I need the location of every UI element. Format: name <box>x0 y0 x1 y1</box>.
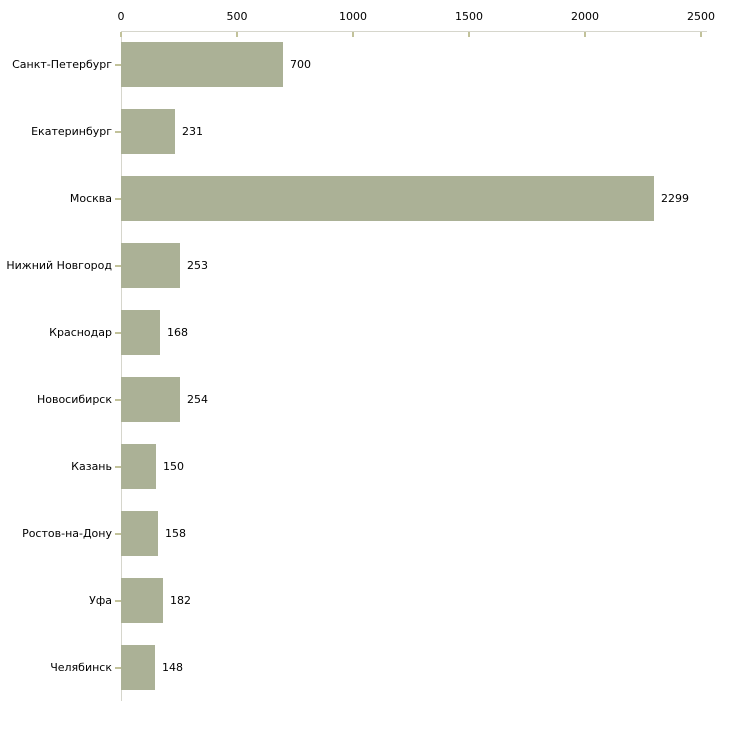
bar <box>121 578 163 623</box>
category-tick-icon <box>115 666 121 669</box>
x-tick-mark-icon <box>352 32 354 37</box>
x-tick-label: 500 <box>226 10 248 23</box>
bar <box>121 310 160 355</box>
y-axis-line <box>121 31 122 701</box>
value-label: 168 <box>167 326 188 339</box>
chart-row: Екатеринбург 231 <box>0 98 730 165</box>
x-tick-label: 2500 <box>687 10 715 23</box>
category-label: Санкт-Петербург <box>12 58 112 71</box>
bar <box>121 243 180 288</box>
category-tick-icon <box>115 264 121 267</box>
chart-row: Челябинск 148 <box>0 634 730 701</box>
chart-row: Ростов-на-Дону 158 <box>0 500 730 567</box>
category-label: Москва <box>69 192 112 205</box>
chart-row: Москва 2299 <box>0 165 730 232</box>
chart-row: Санкт-Петербург 700 <box>0 31 730 98</box>
chart-row: Нижний Новгород 253 <box>0 232 730 299</box>
category-tick-icon <box>115 331 121 334</box>
value-label: 158 <box>165 527 186 540</box>
x-axis-line <box>121 31 707 32</box>
x-tick-label: 1500 <box>455 10 483 23</box>
value-label: 254 <box>187 393 208 406</box>
chart-row: Новосибирск 254 <box>0 366 730 433</box>
category-label: Ростов-на-Дону <box>22 527 112 540</box>
bar <box>121 444 156 489</box>
category-label: Екатеринбург <box>31 125 112 138</box>
x-tick-label: 1000 <box>339 10 367 23</box>
x-tick-mark-icon <box>236 32 238 37</box>
category-tick-icon <box>115 398 121 401</box>
bar <box>121 176 654 221</box>
value-label: 231 <box>182 125 203 138</box>
category-label: Уфа <box>89 594 112 607</box>
category-tick-icon <box>115 532 121 535</box>
value-label: 2299 <box>661 192 689 205</box>
chart-rows: Санкт-Петербург 700 Екатеринбург 231 Мос… <box>0 31 730 701</box>
bar <box>121 109 175 154</box>
value-label: 150 <box>163 460 184 473</box>
value-label: 182 <box>170 594 191 607</box>
category-label: Новосибирск <box>36 393 112 406</box>
chart-row: Казань 150 <box>0 433 730 500</box>
category-label: Казань <box>71 460 112 473</box>
bar <box>121 645 155 690</box>
category-tick-icon <box>115 599 121 602</box>
x-tick-mark-icon <box>468 32 470 37</box>
value-label: 253 <box>187 259 208 272</box>
category-tick-icon <box>115 197 121 200</box>
bar <box>121 511 158 556</box>
category-tick-icon <box>115 63 121 66</box>
category-tick-icon <box>115 130 121 133</box>
chart-row: Уфа 182 <box>0 567 730 634</box>
bar <box>121 377 180 422</box>
x-tick-label: 2000 <box>571 10 599 23</box>
x-tick-mark-icon <box>700 32 702 37</box>
x-tick-mark-icon <box>120 32 122 37</box>
category-label: Челябинск <box>50 661 112 674</box>
bar <box>121 42 283 87</box>
x-tick-label: 0 <box>117 10 125 23</box>
category-tick-icon <box>115 465 121 468</box>
category-label: Нижний Новгород <box>6 259 112 272</box>
value-label: 148 <box>162 661 183 674</box>
chart-row: Краснодар 168 <box>0 299 730 366</box>
value-label: 700 <box>290 58 311 71</box>
x-tick-mark-icon <box>584 32 586 37</box>
category-label: Краснодар <box>49 326 112 339</box>
